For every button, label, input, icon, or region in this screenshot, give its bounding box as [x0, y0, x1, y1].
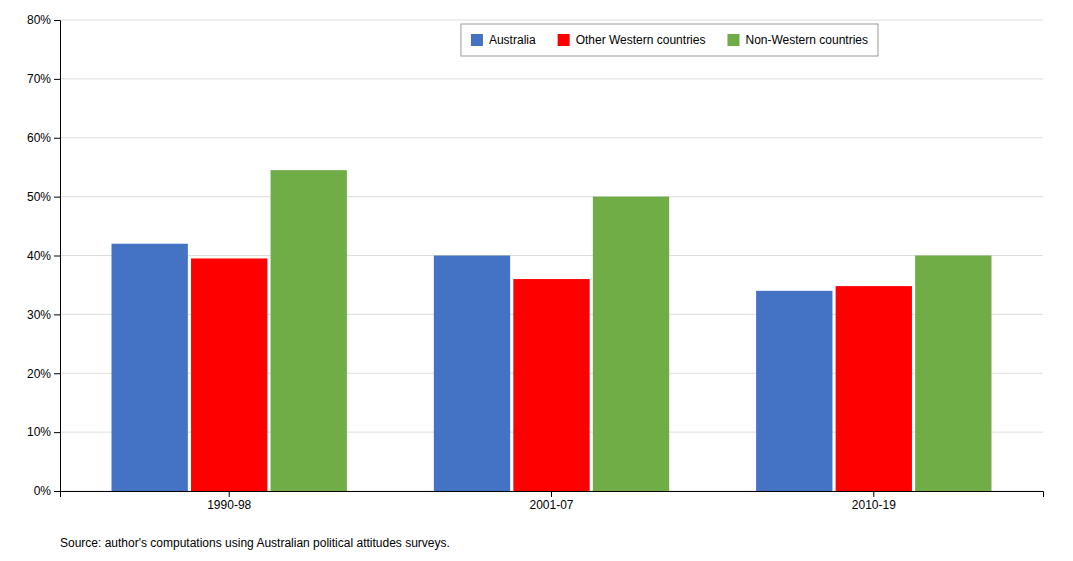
y-tick: 60%	[27, 131, 60, 145]
grid-line	[60, 255, 1043, 256]
y-tick: 40%	[27, 249, 60, 263]
grid-line	[60, 137, 1043, 138]
bar	[593, 197, 669, 491]
x-tick-mark	[873, 491, 874, 497]
grid-line	[60, 20, 1043, 21]
bar	[191, 258, 267, 491]
x-tick: 2001-07	[529, 491, 573, 512]
x-tick: 2010-19	[852, 491, 896, 512]
y-tick-label: 60%	[27, 131, 51, 145]
legend-label: Australia	[489, 33, 536, 47]
legend-item: Other Western countries	[558, 33, 706, 47]
legend-swatch	[471, 34, 483, 46]
legend-swatch	[727, 34, 739, 46]
y-tick-mark	[54, 373, 60, 374]
bars	[112, 170, 992, 491]
legend-frame	[461, 24, 878, 56]
legend-swatch	[558, 34, 570, 46]
bar	[434, 256, 510, 492]
y-tick-mark	[54, 138, 60, 139]
x-tick-label: 2010-19	[852, 498, 896, 512]
x-tick: 1990-98	[207, 491, 251, 512]
y-axis-line	[54, 21, 61, 492]
legend-label: Non-Western countries	[745, 33, 868, 47]
y-tick-mark	[54, 491, 60, 492]
x-tick-mark	[229, 491, 230, 497]
bar	[756, 291, 832, 491]
legend-item: Australia	[471, 33, 536, 47]
y-tick-label: 30%	[27, 308, 51, 322]
y-tick: 10%	[27, 425, 60, 439]
y-tick: 80%	[27, 13, 60, 27]
grid-line	[60, 78, 1043, 79]
y-tick-mark	[54, 20, 60, 21]
y-axis: 0% 10% 20% 30% 40% 50% 60% 70% 80%	[27, 13, 61, 498]
y-tick-mark	[54, 432, 60, 433]
y-tick-mark	[54, 79, 60, 80]
bar	[836, 286, 912, 491]
y-tick-mark	[54, 314, 60, 315]
y-tick-mark	[54, 256, 60, 257]
legend-label: Other Western countries	[576, 33, 706, 47]
y-tick-label: 70%	[27, 72, 51, 86]
y-tick-label: 20%	[27, 367, 51, 381]
y-tick: 50%	[27, 190, 60, 204]
y-tick-label: 10%	[27, 425, 51, 439]
chart: 0% 10% 20% 30% 40% 50% 60% 70% 80% 1990-98 2001-07…	[0, 0, 1073, 561]
bar	[112, 244, 188, 491]
y-tick: 70%	[27, 72, 60, 86]
y-tick-label: 50%	[27, 190, 51, 204]
bar	[513, 279, 589, 491]
legend-item: Non-Western countries	[727, 33, 868, 47]
x-axis: 1990-98 2001-07 2010-19	[61, 491, 1044, 512]
y-tick-label: 80%	[27, 13, 51, 27]
y-tick: 0%	[34, 484, 60, 498]
bar-series	[112, 244, 833, 491]
annotation: Source: author's computations using Aust…	[60, 536, 450, 550]
grid	[60, 20, 1043, 491]
bar	[271, 170, 347, 491]
x-axis-line	[61, 492, 1044, 498]
bar	[915, 256, 991, 492]
x-tick-label: 2001-07	[529, 498, 573, 512]
x-tick-label: 1990-98	[207, 498, 251, 512]
bar-series	[271, 170, 992, 491]
y-tick: 30%	[27, 308, 60, 322]
y-tick: 20%	[27, 367, 60, 381]
y-tick-label: 0%	[34, 484, 52, 498]
y-tick-mark	[54, 197, 60, 198]
grid-line	[60, 196, 1043, 197]
x-tick-mark	[551, 491, 552, 497]
legend: Australia Other Western countries Non-West…	[461, 24, 878, 56]
plot: 0% 10% 20% 30% 40% 50% 60% 70% 80% 1990-98 2001-07…	[27, 13, 1044, 511]
y-tick-label: 40%	[27, 249, 51, 263]
